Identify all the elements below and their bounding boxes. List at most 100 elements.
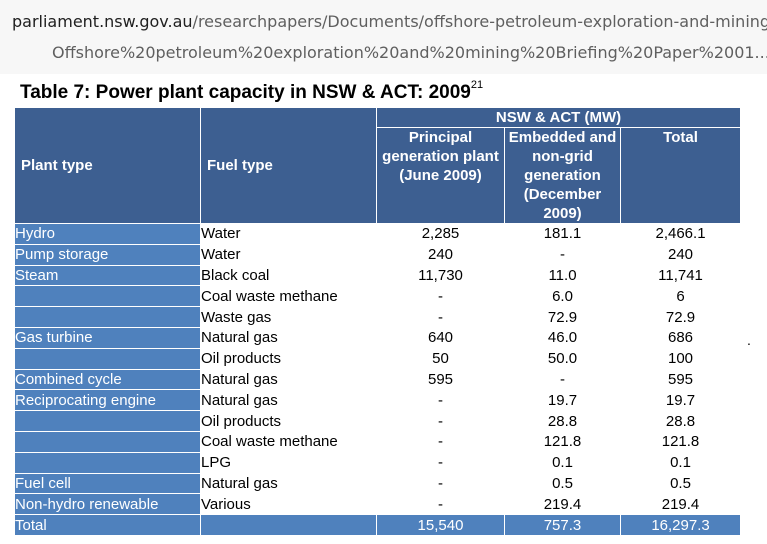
plant-cell (14, 410, 201, 432)
url-line-2: Offshore%20petroleum%20exploration%20and… (52, 43, 767, 62)
total-cell: 121.8 (619, 430, 742, 453)
stray-mark: . (747, 332, 751, 348)
embedded-cell: 28.8 (504, 410, 621, 432)
plant-cell: Hydro (14, 223, 201, 245)
embedded-cell: 121.8 (504, 430, 621, 453)
plant-cell (14, 285, 201, 308)
plant-cell: Fuel cell (14, 472, 201, 495)
embedded-cell: 50.0 (504, 347, 621, 370)
embedded-cell: 219.4 (504, 493, 621, 516)
address-bar[interactable]: parliament.nsw.gov.au/researchpapers/Doc… (0, 0, 767, 74)
header-embedded: Embedded and non-grid generation (Decemb… (504, 127, 621, 224)
header-total: Total (619, 127, 742, 224)
total-cell: 240 (619, 243, 742, 266)
plant-cell: Non-hydro renewable (14, 493, 201, 516)
total-total: 16,297.3 (619, 514, 742, 536)
total-cell: 28.8 (619, 410, 742, 432)
embedded-cell: 181.1 (504, 223, 621, 245)
fuel-cell: Natural gas (200, 472, 377, 495)
plant-cell (14, 451, 201, 474)
url-line-1: parliament.nsw.gov.au/researchpapers/Doc… (12, 12, 767, 31)
plant-cell (14, 306, 201, 328)
fuel-cell: Natural gas (200, 368, 377, 391)
total-cell: 6 (619, 285, 742, 308)
url-path: /researchpapers/Documents/offshore-petro… (192, 12, 767, 31)
footnote-ref: 21 (470, 79, 484, 91)
fuel-cell: Coal waste methane (200, 285, 377, 308)
principal-cell: - (376, 493, 505, 516)
embedded-cell: - (504, 368, 621, 391)
header-fuel-type: Fuel type (200, 107, 377, 224)
fuel-cell: Oil products (200, 410, 377, 432)
principal-cell: - (376, 306, 505, 328)
fuel-cell: Coal waste methane (200, 430, 377, 453)
total-cell: 2,466.1 (619, 223, 742, 245)
total-principal: 15,540 (376, 514, 505, 536)
principal-cell: - (376, 410, 505, 432)
total-embedded: 757.3 (504, 514, 621, 536)
total-cell: 72.9 (619, 306, 742, 328)
total-cell: 595 (619, 368, 742, 391)
fuel-cell: Oil products (200, 347, 377, 370)
principal-cell: - (376, 430, 505, 453)
plant-cell: Reciprocating engine (14, 389, 201, 412)
table-row: Coal waste methane -121.8 121.8 (14, 430, 742, 453)
plant-cell (14, 430, 201, 453)
fuel-cell: LPG (200, 451, 377, 474)
total-cell: 11,741 (619, 264, 742, 287)
principal-cell: - (376, 285, 505, 308)
fuel-cell: Black coal (200, 264, 377, 287)
table-row: LPG -0.1 0.1 (14, 451, 742, 474)
plant-cell (14, 347, 201, 370)
plant-cell: Pump storage (14, 243, 201, 266)
header-column-row: Principal generation plant (June 2009) E… (14, 127, 742, 224)
fuel-cell: Waste gas (200, 306, 377, 328)
total-cell: 100 (619, 347, 742, 370)
url-host: parliament.nsw.gov.au (12, 12, 193, 31)
table-row: Fuel cell Natural gas -0.5 0.5 (14, 472, 742, 495)
total-cell: 219.4 (619, 493, 742, 516)
principal-cell: - (376, 472, 505, 495)
embedded-cell: 0.5 (504, 472, 621, 495)
embedded-cell: 72.9 (504, 306, 621, 328)
table-row: Reciprocating engine Natural gas -19.7 19.7 (14, 389, 742, 412)
embedded-cell: 19.7 (504, 389, 621, 412)
principal-cell: 11,730 (376, 264, 505, 287)
power-plant-table: Plant type Fuel type NSW & ACT (MW) Prin… (14, 107, 742, 536)
table-row: Gas turbine Natural gas 640 46.0 686 (14, 326, 742, 349)
total-label: Total (14, 514, 201, 536)
fuel-cell: Natural gas (200, 389, 377, 412)
plant-cell: Steam (14, 264, 201, 287)
table-row: Combined cycle Natural gas 595-595 (14, 368, 742, 391)
fuel-cell: Various (200, 493, 377, 516)
embedded-cell: - (504, 243, 621, 266)
total-cell: 0.5 (619, 472, 742, 495)
table-row: Oil products -28.8 28.8 (14, 410, 742, 432)
header-group-row: Plant type Fuel type NSW & ACT (MW) (14, 107, 742, 224)
header-plant-type: Plant type (14, 107, 201, 224)
total-cell: 686 (619, 326, 742, 349)
embedded-cell: 11.0 (504, 264, 621, 287)
plant-cell: Gas turbine (14, 326, 201, 349)
table-title-text: Table 7: Power plant capacity in NSW & A… (20, 82, 471, 103)
total-fuel-cell (200, 514, 377, 536)
fuel-cell: Water (200, 223, 377, 245)
table-row: Steam Black coal 11,730 11.0 11,741 (14, 264, 742, 287)
total-cell: 0.1 (619, 451, 742, 474)
header-principal: Principal generation plant (June 2009) (376, 127, 505, 224)
table-title: Table 7: Power plant capacity in NSW & A… (20, 79, 484, 104)
fuel-cell: Water (200, 243, 377, 266)
table-row: Waste gas -72.9 72.9 (14, 306, 742, 328)
table-row: Non-hydro renewable Various -219.4 219.4 (14, 493, 742, 516)
principal-cell: 50 (376, 347, 505, 370)
principal-cell: 640 (376, 326, 505, 349)
table-row: Oil products 50 50.0 100 (14, 347, 742, 370)
principal-cell: 2,285 (376, 223, 505, 245)
principal-cell: 595 (376, 368, 505, 391)
embedded-cell: 0.1 (504, 451, 621, 474)
total-cell: 19.7 (619, 389, 742, 412)
header-group-nsw-act: NSW & ACT (MW) (375, 107, 742, 128)
embedded-cell: 46.0 (504, 326, 621, 349)
table-row: Hydro Water 2,285 181.1 2,466.1 (14, 223, 742, 245)
table-row: Coal waste methane -6.0 6 (14, 285, 742, 308)
